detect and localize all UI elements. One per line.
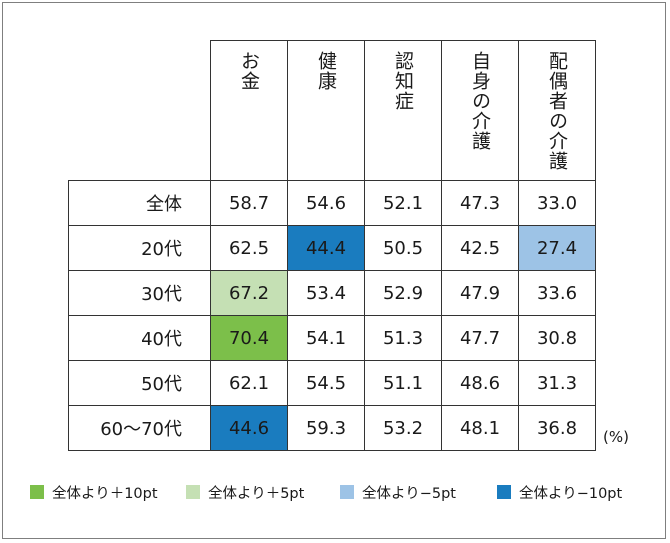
row-label: 40代 (68, 315, 211, 361)
legend-swatch (186, 485, 200, 499)
value-cell: 62.1 (210, 360, 288, 406)
legend-item: 全体より−5pt (340, 479, 456, 505)
row-label: 30代 (68, 270, 211, 316)
value-cell: 58.7 (210, 180, 288, 226)
value-cell: 42.5 (441, 225, 519, 271)
value-cell: 44.6 (210, 405, 288, 451)
value-cell: 70.4 (210, 315, 288, 361)
column-header-dementia: 認知症 (364, 40, 442, 181)
column-header-label: お金 (238, 51, 260, 91)
value-cell: 51.1 (364, 360, 442, 406)
column-header-own-care: 自身の介護 (441, 40, 519, 181)
value-cell: 50.5 (364, 225, 442, 271)
legend-swatch (340, 485, 354, 499)
legend-label: 全体より＋5pt (208, 485, 305, 502)
value-cell: 67.2 (210, 270, 288, 316)
legend-swatch (497, 485, 511, 499)
value-cell: 48.6 (441, 360, 519, 406)
legend-label: 全体より−10pt (519, 485, 623, 502)
legend-label: 全体より−5pt (362, 485, 456, 502)
value-cell: 33.0 (518, 180, 596, 226)
value-cell: 52.9 (364, 270, 442, 316)
column-header-label: 自身の介護 (469, 51, 491, 151)
legend-label: 全体より＋10pt (52, 485, 158, 502)
value-cell: 31.3 (518, 360, 596, 406)
value-cell: 33.6 (518, 270, 596, 316)
column-header-health: 健康 (287, 40, 365, 181)
row-label: 20代 (68, 225, 211, 271)
value-cell: 30.8 (518, 315, 596, 361)
value-cell: 54.1 (287, 315, 365, 361)
value-cell: 27.4 (518, 225, 596, 271)
legend: 全体より＋10pt 全体より＋5pt 全体より−5pt 全体より−10pt (0, 479, 670, 505)
table-row: 50代 62.1 54.5 51.1 48.6 31.3 (68, 360, 596, 406)
table-row: 20代 62.5 44.4 50.5 42.5 27.4 (68, 225, 596, 271)
value-cell: 47.3 (441, 180, 519, 226)
row-label: 全体 (68, 180, 211, 226)
table-row: 30代 67.2 53.4 52.9 47.9 33.6 (68, 270, 596, 316)
table-body: 全体 58.7 54.6 52.1 47.3 33.0 20代 62.5 44.4 50.5 42.… (68, 180, 596, 451)
table-row: 40代 70.4 54.1 51.3 47.7 30.8 (68, 315, 596, 361)
value-cell: 53.2 (364, 405, 442, 451)
value-cell: 51.3 (364, 315, 442, 361)
value-cell: 59.3 (287, 405, 365, 451)
table-row: 全体 58.7 54.6 52.1 47.3 33.0 (68, 180, 596, 226)
value-cell: 47.7 (441, 315, 519, 361)
column-header-label: 配偶者の介護 (546, 51, 568, 171)
value-cell: 48.1 (441, 405, 519, 451)
data-table: お金 健康 認知症 自身の介護 配偶者の介護 全体 58.7 54.6 52.1 47.… (68, 40, 596, 451)
legend-item: 全体より＋5pt (186, 479, 304, 505)
value-cell: 62.5 (210, 225, 288, 271)
column-header-money: お金 (210, 40, 288, 181)
value-cell: 53.4 (287, 270, 365, 316)
value-cell: 54.5 (287, 360, 365, 406)
legend-swatch (30, 485, 44, 499)
legend-item: 全体より＋10pt (30, 479, 158, 505)
value-cell: 44.4 (287, 225, 365, 271)
value-cell: 36.8 (518, 405, 596, 451)
value-cell: 47.9 (441, 270, 519, 316)
column-header-label: 認知症 (392, 51, 414, 111)
legend-item: 全体より−10pt (497, 479, 622, 505)
corner-cell (69, 41, 211, 181)
value-cell: 52.1 (364, 180, 442, 226)
value-cell: 54.6 (287, 180, 365, 226)
column-header-spouse-care: 配偶者の介護 (518, 40, 596, 181)
column-header-label: 健康 (315, 51, 337, 91)
table-row: 60〜70代 44.6 59.3 53.2 48.1 36.8 (68, 405, 596, 451)
row-label: 60〜70代 (68, 405, 211, 451)
row-label: 50代 (68, 360, 211, 406)
unit-label: (%) (603, 428, 629, 446)
